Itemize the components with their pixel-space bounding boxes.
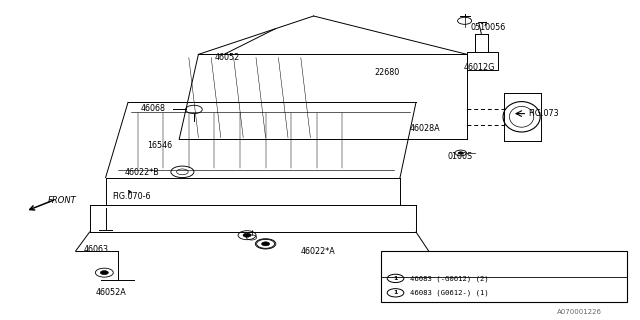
Text: 46083 (-G0612) (2): 46083 (-G0612) (2) <box>410 275 488 282</box>
Text: 46022*A: 46022*A <box>301 247 335 256</box>
Circle shape <box>387 274 404 283</box>
Circle shape <box>458 152 463 154</box>
Text: 46068: 46068 <box>141 104 166 113</box>
Text: 46052: 46052 <box>214 53 239 62</box>
Text: 46028A: 46028A <box>410 124 440 132</box>
Text: 46022*B: 46022*B <box>125 168 159 177</box>
Text: 46063: 46063 <box>83 245 108 254</box>
Circle shape <box>100 271 108 275</box>
Circle shape <box>262 242 269 246</box>
Text: 0510056: 0510056 <box>470 23 506 32</box>
Circle shape <box>243 233 251 237</box>
Text: FIG.070-6: FIG.070-6 <box>112 192 150 201</box>
Text: 0100S: 0100S <box>448 152 473 161</box>
Text: FRONT: FRONT <box>48 196 77 204</box>
Bar <box>381 251 627 302</box>
Text: 46083 (G0612-) (1): 46083 (G0612-) (1) <box>410 290 488 296</box>
Text: A070001226: A070001226 <box>557 309 602 315</box>
Text: 22680: 22680 <box>374 68 399 76</box>
Text: 16546: 16546 <box>147 141 172 150</box>
Text: 1: 1 <box>394 290 397 295</box>
Text: 46012G: 46012G <box>464 63 495 72</box>
Circle shape <box>387 289 404 297</box>
Text: FIG.073: FIG.073 <box>528 109 559 118</box>
Bar <box>467 52 498 70</box>
Text: 46052A: 46052A <box>96 288 127 297</box>
Text: 1: 1 <box>394 276 397 281</box>
